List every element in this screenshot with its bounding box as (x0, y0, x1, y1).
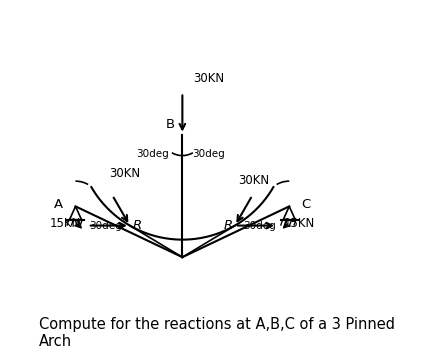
Text: 30deg: 30deg (89, 221, 122, 231)
Text: R: R (132, 219, 141, 232)
Text: 15KN: 15KN (284, 217, 315, 230)
Text: A: A (54, 198, 63, 211)
Text: 30KN: 30KN (238, 174, 269, 187)
Text: 30deg: 30deg (136, 149, 169, 159)
Text: 30deg: 30deg (243, 221, 276, 231)
Text: Compute for the reactions at A,B,C of a 3 Pinned
Arch: Compute for the reactions at A,B,C of a … (39, 317, 395, 349)
Text: C: C (301, 198, 311, 211)
Text: 30KN: 30KN (109, 167, 140, 180)
Text: 30deg: 30deg (192, 149, 225, 159)
Text: 15KN: 15KN (49, 217, 81, 230)
Text: 30KN: 30KN (193, 72, 224, 86)
Text: B: B (166, 118, 175, 131)
Text: R: R (223, 219, 233, 232)
